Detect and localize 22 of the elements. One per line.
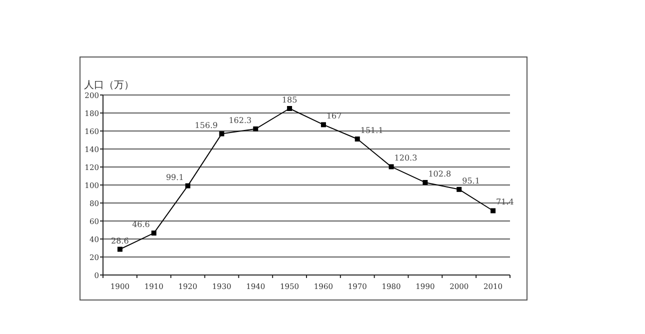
point [490,208,496,214]
data-label: 102.8 [428,169,452,178]
point [287,106,292,111]
point [388,164,394,170]
data-label: 99.1 [166,172,184,182]
point [456,186,462,192]
point [117,246,122,252]
point [354,136,360,142]
data-label: 46.6 [132,220,150,230]
point [422,180,428,185]
data-label: 156.9 [194,120,218,130]
data-label: 162.3 [228,116,252,125]
y-axis-title: 人口（万） [84,80,134,91]
point [253,126,258,132]
data-label: 167 [326,112,342,121]
point [320,122,326,128]
point [185,183,190,188]
data-label: 185 [282,96,298,104]
point [151,230,156,236]
point [219,131,224,136]
data-label: 120.3 [394,154,418,163]
data-label: 95.1 [462,176,480,186]
